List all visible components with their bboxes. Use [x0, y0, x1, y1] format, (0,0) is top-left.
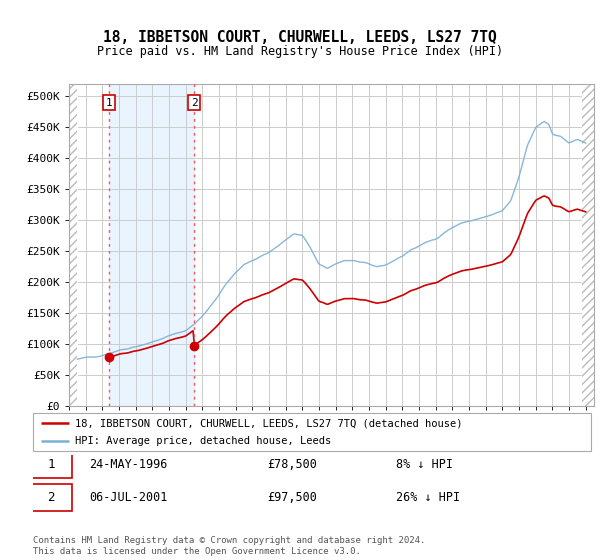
Text: £97,500: £97,500: [268, 491, 317, 504]
Text: £78,500: £78,500: [268, 458, 317, 471]
Bar: [581, 84, 594, 406]
Text: 2: 2: [191, 97, 197, 108]
FancyBboxPatch shape: [33, 413, 591, 451]
Text: 8% ↓ HPI: 8% ↓ HPI: [396, 458, 453, 471]
FancyBboxPatch shape: [30, 451, 72, 478]
Text: 1: 1: [106, 97, 112, 108]
Text: 18, IBBETSON COURT, CHURWELL, LEEDS, LS27 7TQ (detached house): 18, IBBETSON COURT, CHURWELL, LEEDS, LS2…: [75, 418, 463, 428]
Bar: [581, 84, 594, 406]
Bar: [69, 84, 77, 406]
Text: HPI: Average price, detached house, Leeds: HPI: Average price, detached house, Leed…: [75, 436, 331, 446]
Text: 2: 2: [47, 491, 55, 504]
Text: 1: 1: [47, 458, 55, 471]
Text: Price paid vs. HM Land Registry's House Price Index (HPI): Price paid vs. HM Land Registry's House …: [97, 45, 503, 58]
Text: 06-JUL-2001: 06-JUL-2001: [89, 491, 167, 504]
Text: Contains HM Land Registry data © Crown copyright and database right 2024.
This d: Contains HM Land Registry data © Crown c…: [33, 536, 425, 556]
Bar: [109, 84, 194, 406]
Text: 26% ↓ HPI: 26% ↓ HPI: [396, 491, 460, 504]
FancyBboxPatch shape: [30, 483, 72, 511]
Text: 18, IBBETSON COURT, CHURWELL, LEEDS, LS27 7TQ: 18, IBBETSON COURT, CHURWELL, LEEDS, LS2…: [103, 30, 497, 45]
Text: 24-MAY-1996: 24-MAY-1996: [89, 458, 167, 471]
Bar: [69, 84, 77, 406]
